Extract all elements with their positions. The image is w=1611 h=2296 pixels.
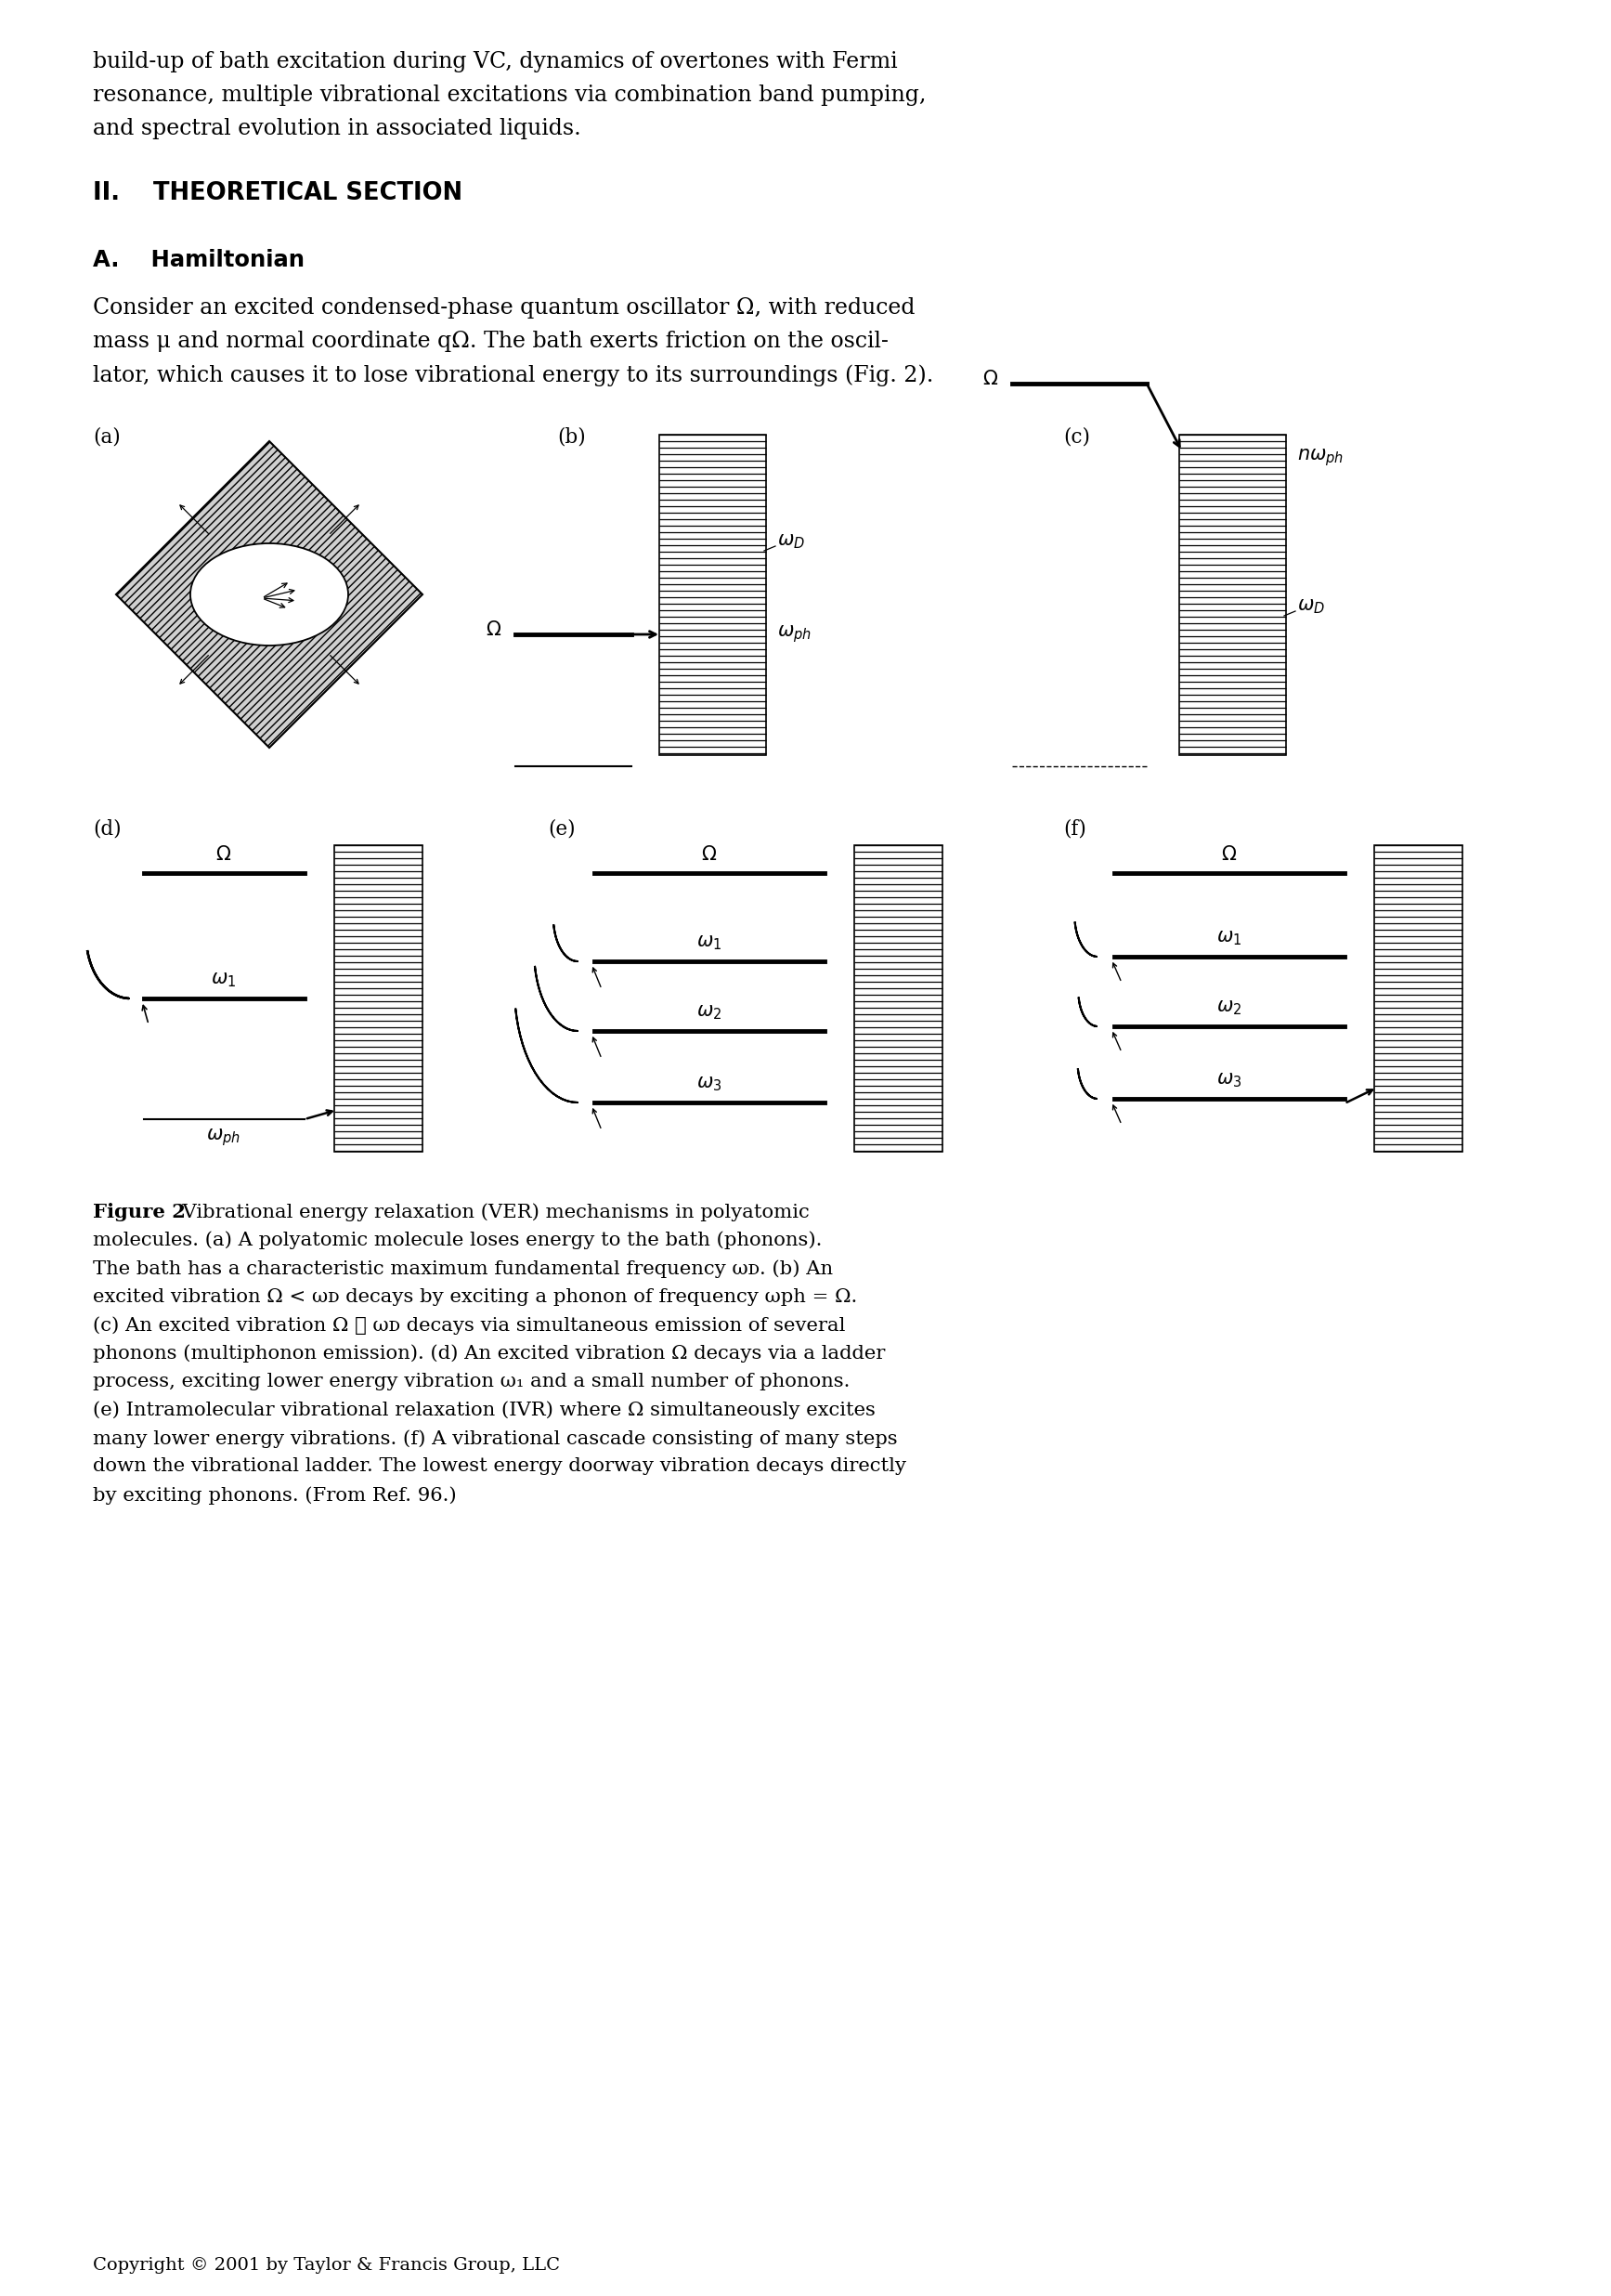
Text: process, exciting lower energy vibration ω₁ and a small number of phonons.: process, exciting lower energy vibration…	[93, 1373, 851, 1391]
Text: Copyright © 2001 by Taylor & Francis Group, LLC: Copyright © 2001 by Taylor & Francis Gro…	[93, 2257, 561, 2273]
Text: $\omega_1$: $\omega_1$	[696, 934, 722, 953]
Bar	[1179, 434, 1286, 755]
Text: $\omega_D$: $\omega_D$	[1297, 597, 1326, 615]
Text: $\omega_{ph}$: $\omega_{ph}$	[777, 625, 812, 645]
Text: $\omega_1$: $\omega_1$	[1216, 930, 1242, 948]
Text: $\omega_3$: $\omega_3$	[696, 1075, 722, 1093]
Text: Vibrational energy relaxation (VER) mechanisms in polyatomic: Vibrational energy relaxation (VER) mech…	[169, 1203, 809, 1221]
Text: and spectral evolution in associated liquids.: and spectral evolution in associated liq…	[93, 117, 582, 140]
Text: II.    THEORETICAL SECTION: II. THEORETICAL SECTION	[93, 181, 462, 204]
Text: (a): (a)	[93, 427, 121, 448]
Text: molecules. (a) A polyatomic molecule loses energy to the bath (phonons).: molecules. (a) A polyatomic molecule los…	[93, 1231, 822, 1249]
Text: (f): (f)	[1063, 820, 1086, 840]
Text: by exciting phonons. (From Ref. 96.): by exciting phonons. (From Ref. 96.)	[93, 1486, 456, 1504]
Text: (b): (b)	[557, 427, 586, 448]
Bar	[854, 845, 942, 1153]
Text: mass μ and normal coordinate qΩ. The bath exerts friction on the oscil-: mass μ and normal coordinate qΩ. The bat…	[93, 331, 889, 351]
Text: $n\omega_{ph}$: $n\omega_{ph}$	[1297, 448, 1344, 468]
Text: $\Omega$: $\Omega$	[216, 845, 232, 863]
Ellipse shape	[190, 544, 348, 645]
Text: $\Omega$: $\Omega$	[1221, 845, 1237, 863]
Text: $\omega_D$: $\omega_D$	[777, 533, 806, 551]
Text: $\omega_2$: $\omega_2$	[696, 1003, 722, 1022]
Text: The bath has a characteristic maximum fundamental frequency ωᴅ. (b) An: The bath has a characteristic maximum fu…	[93, 1261, 833, 1279]
Text: build-up of bath excitation during VC, dynamics of overtones with Fermi: build-up of bath excitation during VC, d…	[93, 51, 897, 73]
Text: lator, which causes it to lose vibrational energy to its surroundings (Fig. 2).: lator, which causes it to lose vibration…	[93, 365, 933, 386]
Text: Figure 2: Figure 2	[93, 1203, 185, 1221]
Text: $\Omega$: $\Omega$	[485, 620, 501, 638]
Text: $\omega_1$: $\omega_1$	[211, 971, 237, 990]
Text: $\omega_2$: $\omega_2$	[1216, 999, 1242, 1017]
Text: many lower energy vibrations. (f) A vibrational cascade consisting of many steps: many lower energy vibrations. (f) A vibr…	[93, 1430, 897, 1449]
Text: excited vibration Ω < ωᴅ decays by exciting a phonon of frequency ωph = Ω.: excited vibration Ω < ωᴅ decays by excit…	[93, 1288, 857, 1306]
Text: (c) An excited vibration Ω ≫ ωᴅ decays via simultaneous emission of several: (c) An excited vibration Ω ≫ ωᴅ decays v…	[93, 1316, 846, 1334]
Text: phonons (multiphonon emission). (d) An excited vibration Ω decays via a ladder: phonons (multiphonon emission). (d) An e…	[93, 1345, 884, 1364]
Text: (c): (c)	[1063, 427, 1091, 448]
Text: down the vibrational ladder. The lowest energy doorway vibration decays directly: down the vibrational ladder. The lowest …	[93, 1458, 907, 1476]
Text: $\Omega$: $\Omega$	[983, 370, 999, 388]
Text: $\omega_3$: $\omega_3$	[1216, 1072, 1242, 1091]
Text: resonance, multiple vibrational excitations via combination band pumping,: resonance, multiple vibrational excitati…	[93, 85, 926, 106]
Text: Consider an excited condensed-phase quantum oscillator Ω, with reduced: Consider an excited condensed-phase quan…	[93, 296, 915, 319]
Text: $\omega_{ph}$: $\omega_{ph}$	[206, 1127, 242, 1148]
Text: (e) Intramolecular vibrational relaxation (IVR) where Ω simultaneously excites: (e) Intramolecular vibrational relaxatio…	[93, 1401, 875, 1419]
Polygon shape	[116, 441, 422, 748]
Bar	[333, 845, 422, 1153]
Text: $\Omega$: $\Omega$	[701, 845, 717, 863]
Text: A.    Hamiltonian: A. Hamiltonian	[93, 248, 304, 271]
Bar	[1374, 845, 1463, 1153]
Bar	[659, 434, 767, 755]
Text: (e): (e)	[548, 820, 575, 840]
Text: (d): (d)	[93, 820, 121, 840]
